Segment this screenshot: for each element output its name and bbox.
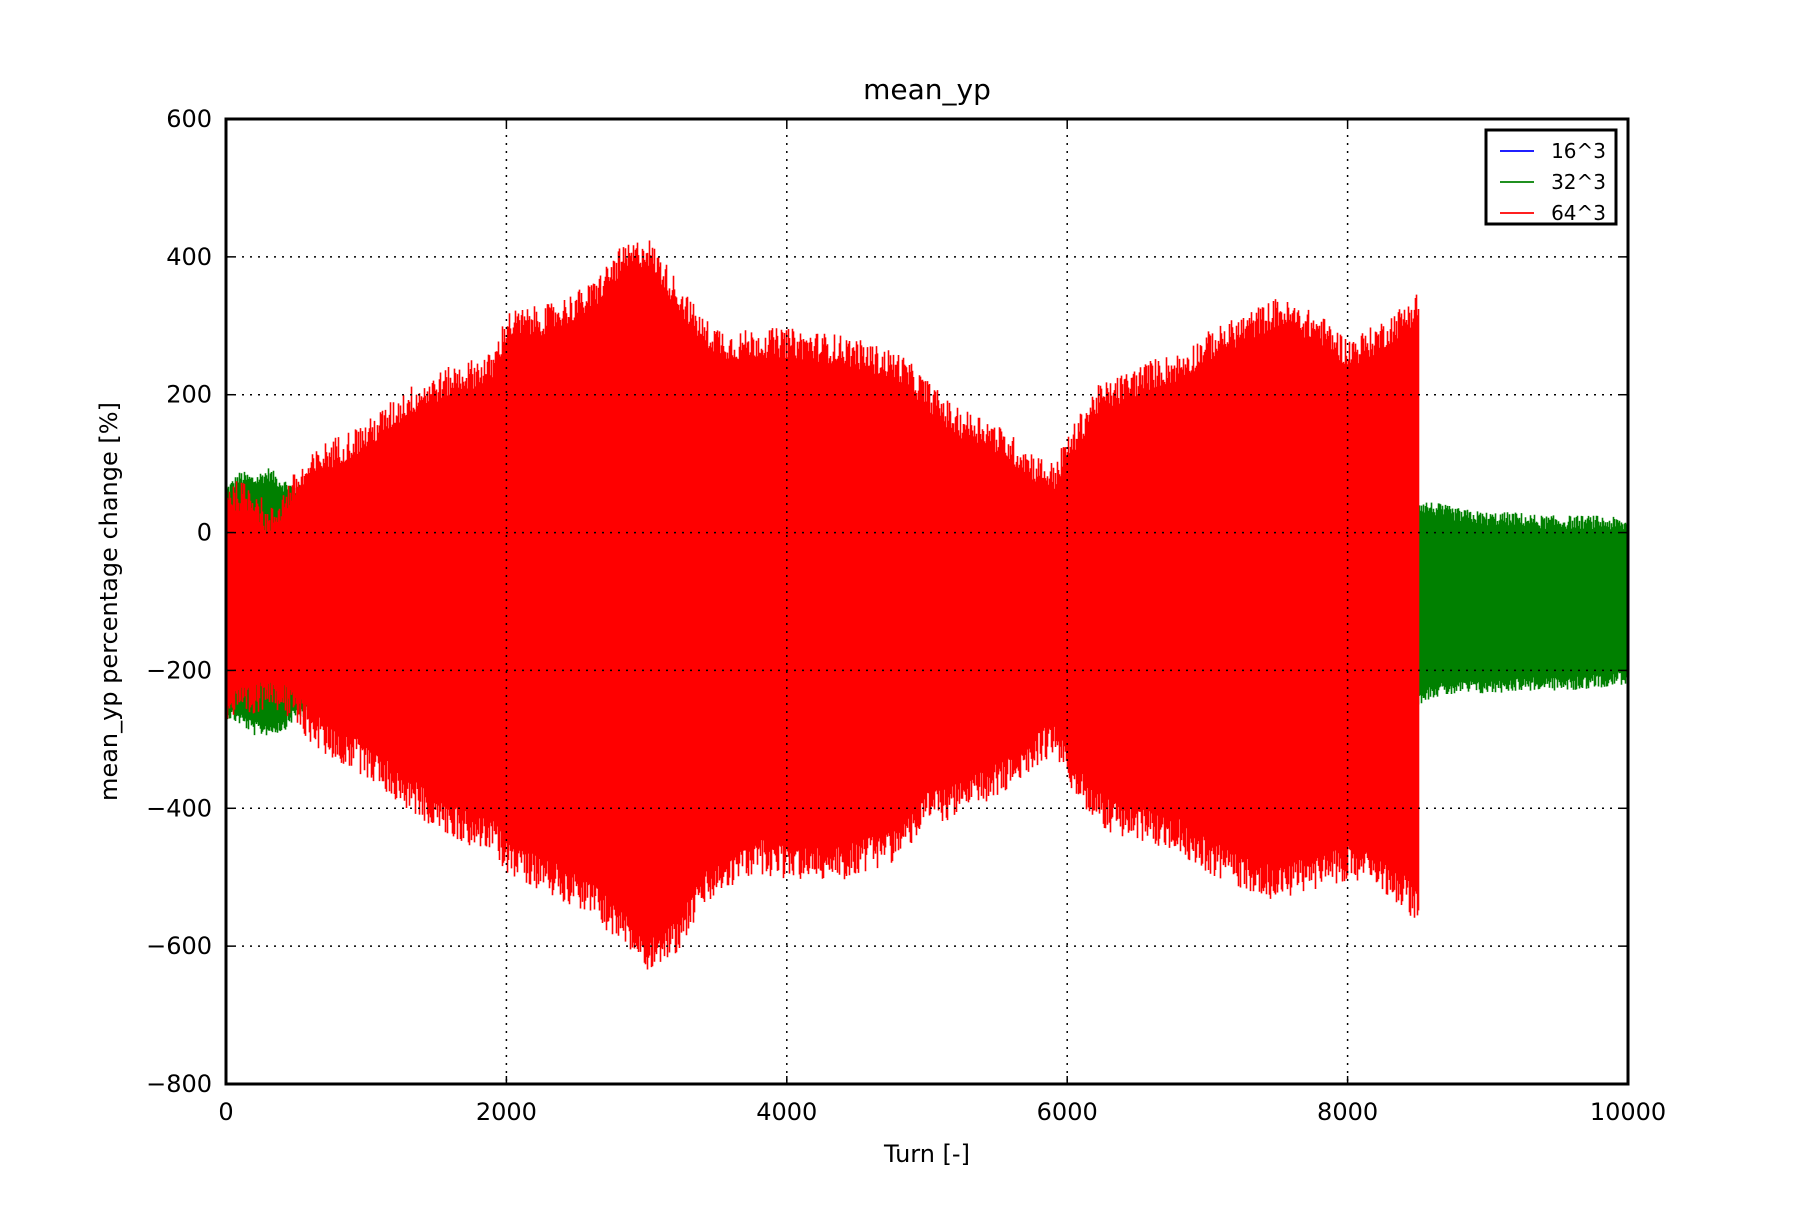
y-tick-label: 0 [197, 519, 212, 547]
y-tick-label: −600 [146, 932, 212, 960]
y-tick-label: 600 [166, 105, 212, 133]
x-tick-label: 2000 [476, 1098, 537, 1126]
y-tick-label: −800 [146, 1070, 212, 1098]
y-tick-label: −200 [146, 656, 212, 684]
x-axis-title: Turn [-] [883, 1140, 970, 1168]
y-tick-label: −400 [146, 794, 212, 822]
x-tick-label: 8000 [1317, 1098, 1378, 1126]
legend-label: 32^3 [1551, 170, 1606, 194]
legend: 16^3 32^3 64^3 [1484, 128, 1618, 226]
legend-label: 64^3 [1551, 201, 1606, 225]
legend-box [1484, 128, 1618, 226]
y-axis-title: mean_yp percentage change [%] [95, 402, 123, 801]
grid-layer [226, 119, 1628, 1084]
chart-title: mean_yp [863, 73, 991, 106]
x-tick-label: 10000 [1590, 1098, 1666, 1126]
tick-layer: 0 2000 4000 6000 8000 10000 −800 −600 −400 −200 0 2… [146, 105, 1666, 1126]
x-tick-label: 4000 [756, 1098, 817, 1126]
x-tick-label: 6000 [1037, 1098, 1098, 1126]
y-tick-label: 400 [166, 243, 212, 271]
legend-label: 16^3 [1551, 139, 1606, 163]
plot-frame [224, 117, 1630, 1086]
x-tick-label: 0 [218, 1098, 233, 1126]
y-tick-label: 200 [166, 381, 212, 409]
